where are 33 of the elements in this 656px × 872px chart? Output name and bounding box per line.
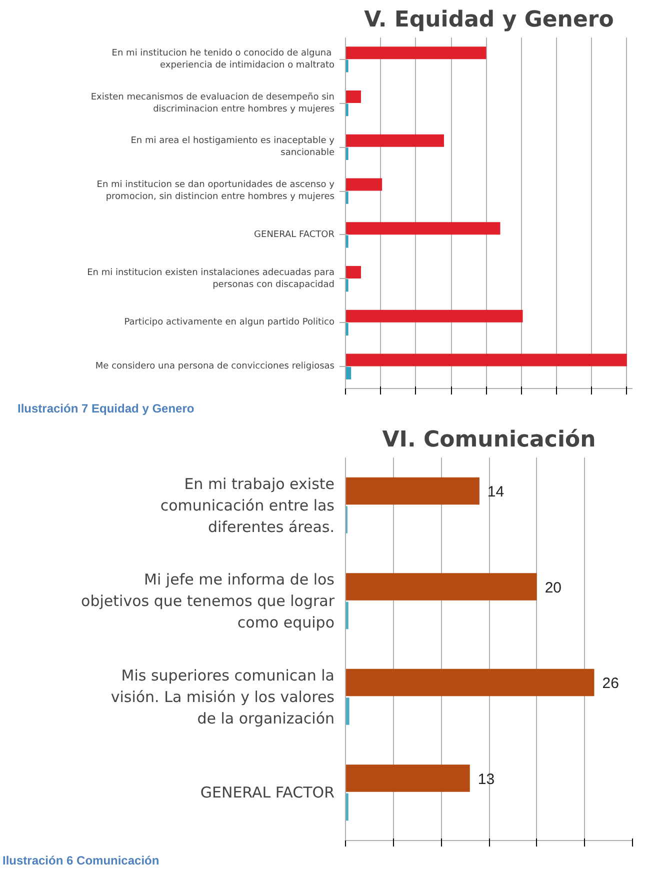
y-tick-label: Existen mecanismos de evaluacion de desempeño sin discriminacion entre hombres y mujeres — [90, 92, 335, 114]
chart-title: VI. Comunicación — [382, 428, 596, 452]
bar — [346, 477, 480, 505]
y-tick-label: GENERAL FACTOR — [200, 784, 335, 802]
y-tick-label: Mi jefe me informa de los objetivos que tenemos que lograr como equipo — [81, 570, 336, 632]
bar — [346, 764, 470, 792]
bar — [346, 266, 361, 278]
chart-title: V. Equidad y Genero — [364, 8, 614, 32]
y-tick-label: En mi trabajo existe comunicación entre las diferentes áreas. — [160, 474, 335, 536]
bar — [346, 310, 523, 322]
data-label: 26 — [602, 675, 619, 692]
bar — [346, 90, 361, 103]
y-tick-label: En mi institucion se dan oportunidades de ascenso y promocion, sin distincion entre hombres y mujeres — [96, 180, 336, 202]
bar — [346, 46, 486, 60]
y-tick-label: Mis superiores comunican la visión. La misión y los valores de la organización — [110, 666, 335, 728]
text: Ilustración 7 Equidad y Genero — [18, 402, 194, 416]
bar — [346, 178, 382, 191]
data-label: 20 — [544, 579, 562, 596]
y-tick-label: En mi institucion existen instalaciones adecuadas para personas con discapacidad — [87, 268, 335, 290]
bar — [346, 222, 500, 235]
y-tick-label: Participo activamente en algun partido Politico — [124, 318, 335, 328]
bar — [346, 573, 537, 600]
bar — [346, 698, 350, 725]
y-tick-label: En mi area el hostigamiento es inaceptable y sancionable — [130, 136, 336, 158]
y-tick-label: En mi institucion he tenido o conocido de alguna experiencia de intimidacion o maltrato — [112, 48, 335, 70]
data-label: 14 — [487, 484, 504, 501]
data-label: 13 — [478, 770, 495, 788]
y-tick-label: GENERAL FACTOR — [254, 230, 334, 240]
y-tick-label: Me considero una persona de convicciones religiosas — [95, 362, 335, 372]
bar — [346, 668, 594, 696]
text: Ilustración 6 Comunicación — [2, 854, 160, 868]
bar — [346, 134, 444, 147]
bar — [346, 354, 627, 366]
